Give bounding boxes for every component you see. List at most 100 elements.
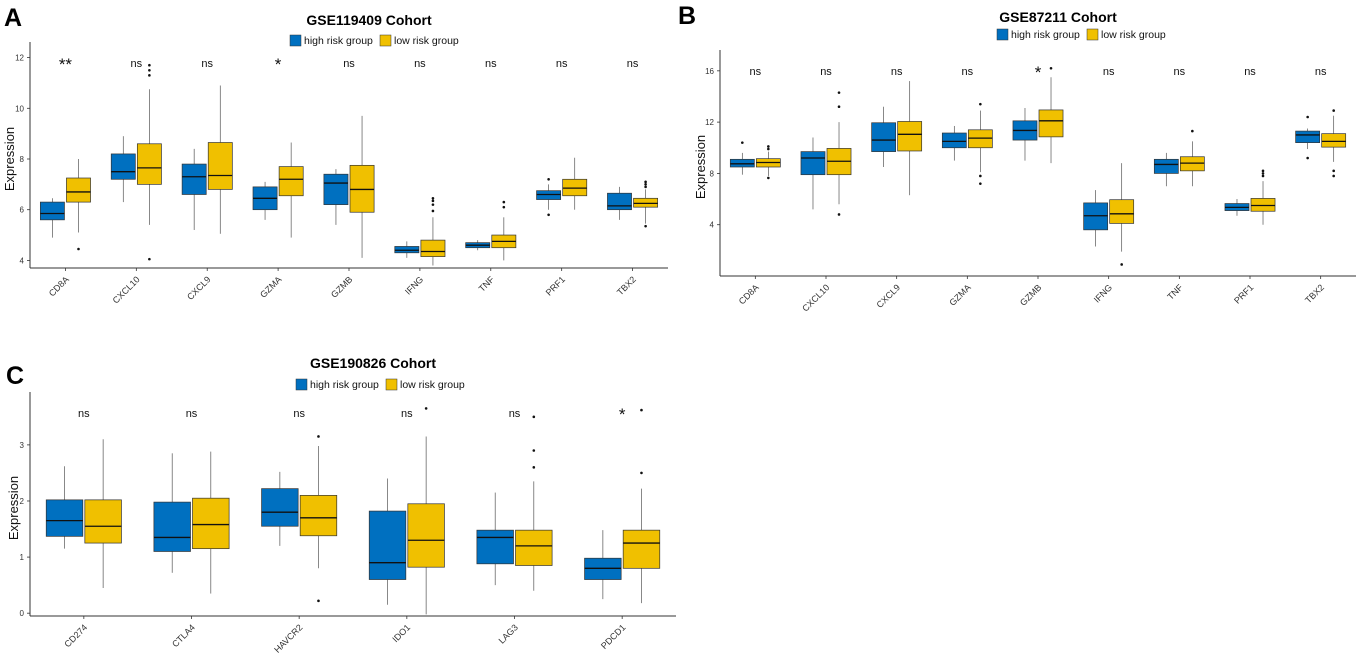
significance-label: ns [962, 66, 974, 78]
legend-swatch-low [385, 378, 398, 391]
y-tick-label: 4 [710, 221, 715, 230]
outlier-point [431, 209, 435, 213]
box-high-group [584, 530, 622, 600]
box-high-group [368, 478, 407, 605]
outlier-point [317, 599, 320, 603]
outlier-point [1332, 109, 1335, 112]
panel-a: A GSE119409 Cohort high risk group low risk… [2, 4, 668, 305]
legend-swatch-low [1086, 28, 1099, 41]
box-low-group [1038, 66, 1064, 164]
x-tick-label: CXCL9 [874, 282, 902, 310]
box-high [110, 153, 136, 180]
outlier-point [837, 213, 841, 216]
x-tick-label: HAVCR2 [272, 622, 304, 653]
outlier-point [547, 213, 550, 217]
box-high [800, 151, 826, 176]
outlier-point [547, 177, 550, 181]
box-high-group [536, 177, 562, 217]
y-tick-label: 6 [20, 206, 25, 215]
box-high-group [45, 466, 84, 549]
box-high [153, 501, 191, 552]
box-low-group [826, 91, 852, 216]
x-tick-label: TNF [1165, 282, 1185, 302]
outlier-point [532, 415, 536, 419]
outlier-point [767, 147, 770, 151]
box-low [1109, 199, 1135, 224]
outlier-point [767, 176, 770, 180]
box-high-group [607, 186, 632, 220]
significance-label: ns [556, 58, 568, 70]
significance-label: ** [59, 55, 73, 74]
significance-label: * [1035, 63, 1042, 82]
outlier-point [424, 407, 428, 410]
box-low-group [633, 180, 659, 228]
significance-label: ns [1244, 66, 1256, 78]
box-low-group [84, 439, 122, 588]
box-low-group [66, 159, 91, 251]
box-high-group [941, 125, 967, 161]
legend-label-low: low risk group [394, 35, 459, 47]
box-high [1295, 130, 1321, 143]
y-tick-label: 10 [15, 104, 24, 113]
box-high-group [252, 181, 278, 220]
box-low [622, 529, 661, 569]
significance-label: ns [1315, 66, 1327, 78]
x-tick-label: GZMB [329, 274, 354, 299]
legend-swatch-high [295, 378, 308, 391]
box-low [192, 497, 230, 550]
box-low [515, 529, 553, 566]
box-high [39, 201, 65, 221]
box-high-group [323, 169, 349, 225]
y-axis-label: Expression [2, 127, 17, 191]
legend: high risk group low risk group [996, 28, 1166, 41]
box-high-group [1153, 152, 1179, 187]
chart-title: GSE119409 Cohort [306, 12, 432, 28]
outlier-point [1120, 263, 1123, 266]
y-tick-label: 8 [710, 169, 715, 178]
box-low [278, 166, 304, 197]
significance-label: ns [820, 66, 832, 78]
x-tick-label: GZMB [1018, 282, 1043, 307]
box-low [66, 177, 91, 203]
box-low-group [897, 81, 923, 196]
outlier-point [431, 199, 435, 203]
box-low [1321, 133, 1347, 148]
x-tick-label: PRF1 [544, 274, 567, 297]
box-high [323, 173, 349, 205]
outlier-point [317, 435, 320, 438]
x-tick-label: IDO1 [390, 622, 412, 644]
x-tick-label: GZMA [258, 274, 283, 299]
outlier-point [148, 68, 151, 72]
box-low-group [1109, 163, 1135, 266]
y-tick-label: 3 [20, 441, 25, 450]
box-high-group [39, 198, 65, 238]
outlier-point [532, 449, 536, 452]
box-low-group [207, 85, 233, 234]
outlier-point [644, 180, 647, 184]
box-high-group [1224, 199, 1250, 216]
significance-label: ns [1103, 66, 1115, 78]
chart-title: GSE190826 Cohort [310, 355, 436, 371]
box-low-group [1250, 169, 1276, 225]
chart-title: GSE87211 Cohort [999, 9, 1117, 25]
box-low-group [755, 145, 781, 180]
x-tick-label: CTLA4 [170, 622, 197, 649]
outlier-point [1261, 172, 1265, 175]
y-tick-label: 16 [705, 67, 714, 76]
box-high-group [1295, 115, 1321, 160]
x-tick-label: CD274 [62, 622, 89, 649]
x-tick-label: TBX2 [1303, 282, 1326, 305]
box-low [207, 142, 233, 190]
box-high [45, 499, 84, 537]
outlier-point [640, 471, 643, 475]
outlier-point [1191, 129, 1194, 133]
x-tick-label: CXCL10 [111, 274, 142, 305]
outlier-point [148, 74, 151, 77]
panel-label: A [4, 4, 22, 32]
box-low-group [278, 142, 304, 238]
box-high-group [465, 240, 491, 251]
y-axis-label: Expression [6, 476, 21, 540]
outlier-point [979, 174, 982, 178]
box-low-group [1179, 129, 1205, 187]
box-high [1153, 158, 1179, 174]
